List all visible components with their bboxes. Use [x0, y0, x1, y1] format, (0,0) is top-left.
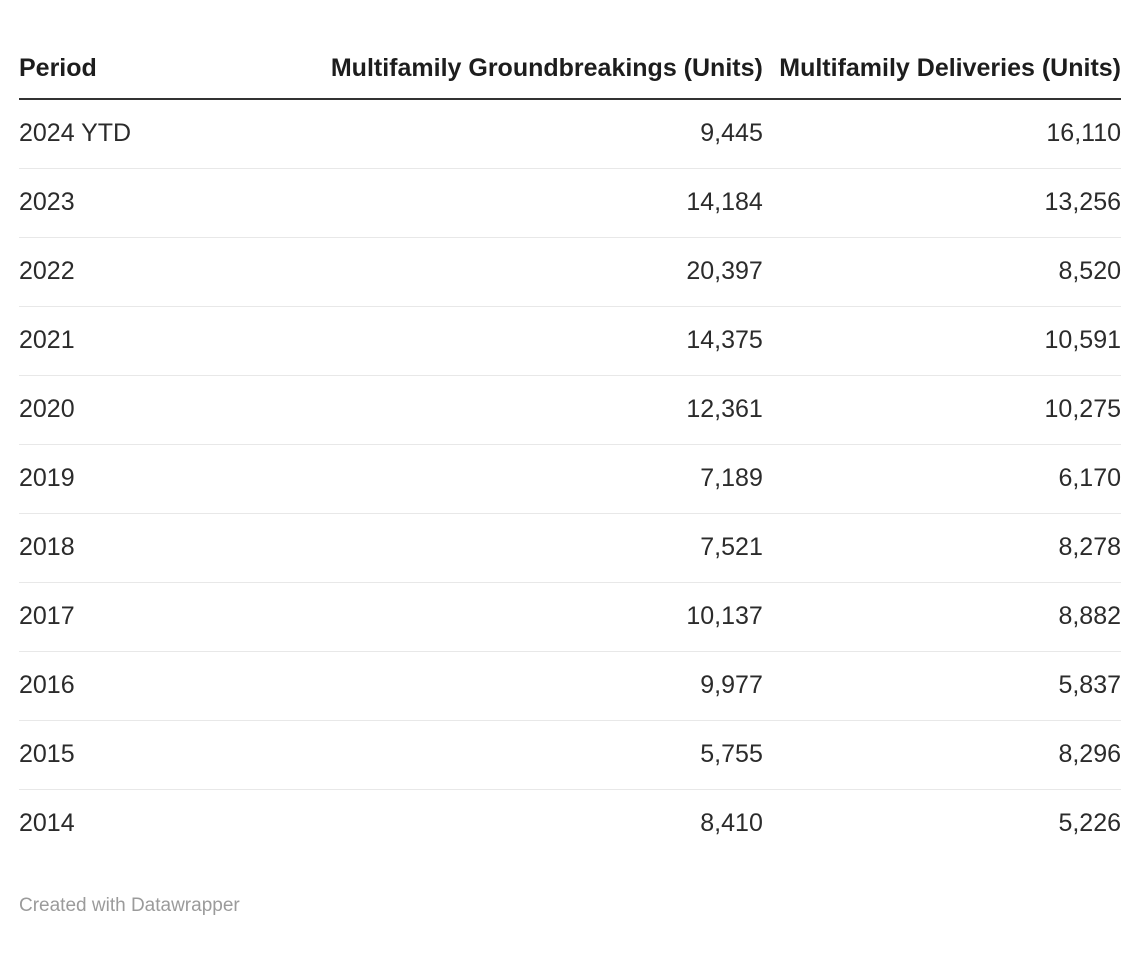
- table-header-row: Period Multifamily Groundbreakings (Unit…: [19, 53, 1121, 100]
- groundbreakings-cell: 9,977: [195, 651, 763, 721]
- deliveries-cell: 10,591: [762, 306, 1121, 376]
- table-row: 2018 7,521 8,278: [19, 513, 1121, 583]
- deliveries-cell: 8,520: [762, 237, 1121, 307]
- groundbreakings-cell: 10,137: [195, 582, 763, 652]
- data-table: Period Multifamily Groundbreakings (Unit…: [19, 53, 1121, 858]
- attribution-footer: Created with Datawrapper: [19, 894, 1121, 918]
- column-header-deliveries: Multifamily Deliveries (Units): [762, 53, 1121, 100]
- deliveries-cell: 5,837: [762, 651, 1121, 721]
- groundbreakings-cell: 7,189: [195, 444, 763, 514]
- groundbreakings-cell: 20,397: [195, 237, 763, 307]
- period-cell: 2014: [19, 809, 75, 837]
- deliveries-cell: 16,110: [762, 99, 1121, 169]
- table-row: 2021 14,375 10,591: [19, 306, 1121, 376]
- table-body: 2024 YTD 9,445 16,110 2023 14,184 13,256…: [19, 99, 1121, 858]
- period-cell: 2019: [19, 444, 196, 514]
- period-cell: 2021: [19, 306, 196, 376]
- table-row: 2023 14,184 13,256: [19, 168, 1121, 238]
- groundbreakings-cell: 9,445: [195, 99, 763, 169]
- period-cell: 2015: [19, 720, 196, 790]
- period-cell: 2018: [19, 513, 196, 583]
- table-row: 2022 20,397 8,520: [19, 237, 1121, 307]
- deliveries-cell: 10,275: [762, 375, 1121, 445]
- groundbreakings-cell: 7,521: [195, 513, 763, 583]
- table-row: 2024 YTD 9,445 16,110: [19, 99, 1121, 169]
- deliveries-cell: 13,256: [762, 168, 1121, 238]
- table-row: 2014 8,410 5,226: [19, 790, 1121, 859]
- groundbreakings-cell: 8,410: [700, 809, 763, 837]
- table-row: 2020 12,361 10,275: [19, 375, 1121, 445]
- groundbreakings-cell: 14,184: [195, 168, 763, 238]
- deliveries-cell: 6,170: [762, 444, 1121, 514]
- datawrapper-attribution-link[interactable]: Created with Datawrapper: [19, 895, 240, 916]
- table-row: 2019 7,189 6,170: [19, 444, 1121, 514]
- period-cell: 2020: [19, 375, 196, 445]
- period-cell: 2024 YTD: [19, 99, 196, 169]
- deliveries-cell: 8,296: [762, 720, 1121, 790]
- column-header-period: Period: [19, 53, 196, 100]
- table-row: 2016 9,977 5,837: [19, 651, 1121, 721]
- deliveries-cell: 8,278: [762, 513, 1121, 583]
- period-cell: 2016: [19, 651, 196, 721]
- period-cell: 2017: [19, 582, 196, 652]
- period-cell: 2023: [19, 168, 196, 238]
- period-cell: 2022: [19, 237, 196, 307]
- deliveries-cell: 5,226: [1058, 809, 1121, 837]
- groundbreakings-cell: 5,755: [195, 720, 763, 790]
- table-row: 2017 10,137 8,882: [19, 582, 1121, 652]
- groundbreakings-cell: 12,361: [195, 375, 763, 445]
- datawrapper-table-page: Period Multifamily Groundbreakings (Unit…: [19, 53, 1121, 918]
- groundbreakings-cell: 14,375: [195, 306, 763, 376]
- deliveries-cell: 8,882: [762, 582, 1121, 652]
- table-row: 2015 5,755 8,296: [19, 720, 1121, 790]
- column-header-groundbreakings: Multifamily Groundbreakings (Units): [195, 53, 763, 100]
